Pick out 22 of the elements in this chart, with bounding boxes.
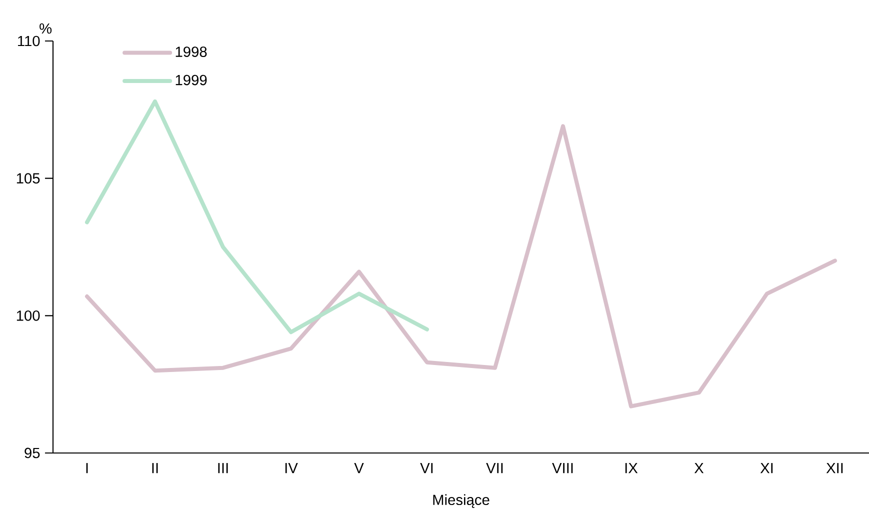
x-axis-title: Miesiące bbox=[433, 494, 490, 508]
x-tick-label: X bbox=[694, 463, 704, 474]
legend-label: 1998 bbox=[176, 46, 207, 57]
legend-label: 1999 bbox=[176, 74, 207, 86]
x-tick-label: IV bbox=[285, 463, 298, 474]
y-tick-label: 95 bbox=[24, 448, 40, 458]
x-tick-label: V bbox=[354, 463, 364, 474]
line-series bbox=[85, 99, 429, 334]
y-tick-label: 110 bbox=[18, 36, 40, 46]
x-tick-label: XI bbox=[760, 463, 773, 474]
y-tick-label: 105 bbox=[16, 173, 40, 184]
x-tick-label: XII bbox=[826, 463, 843, 474]
y-axis-title: % bbox=[40, 23, 52, 34]
y-tick-label: 100 bbox=[16, 310, 40, 321]
x-tick-label: I bbox=[86, 463, 88, 474]
x-tick-label: VII bbox=[486, 463, 503, 474]
line-series bbox=[85, 124, 837, 408]
x-tick-label: II bbox=[152, 463, 158, 474]
x-tick-label: IX bbox=[625, 463, 638, 474]
x-tick-label: VIII bbox=[552, 463, 573, 474]
x-tick-label: III bbox=[218, 463, 228, 474]
x-tick-label: VI bbox=[420, 463, 433, 474]
